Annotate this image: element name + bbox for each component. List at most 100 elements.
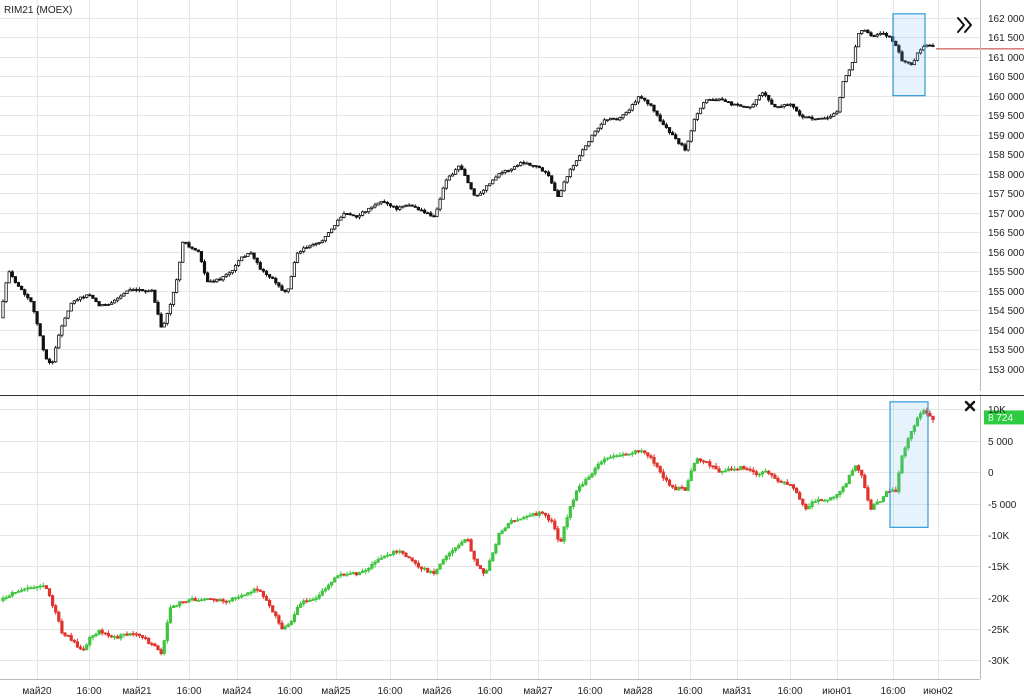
candle-body [457, 544, 461, 549]
candle-body [760, 471, 765, 475]
candle-body [624, 112, 628, 116]
candle-body [113, 636, 117, 638]
candle-body [494, 176, 498, 181]
highlight-box[interactable] [892, 13, 926, 97]
y-tick-label: 5 000 [988, 437, 1013, 448]
double-chevron-right-icon[interactable] [955, 14, 977, 36]
candle-body [311, 244, 315, 247]
x-tick-label: май31 [722, 686, 752, 697]
candle-body [174, 279, 179, 293]
candle-body [388, 554, 393, 556]
highlight-box[interactable] [889, 401, 929, 528]
candle-body [785, 481, 789, 485]
candle-body [432, 215, 436, 218]
candle-body [869, 32, 873, 36]
candle-body [280, 285, 284, 291]
candle-body [261, 268, 266, 272]
candle-body [875, 501, 879, 505]
candle-body [388, 203, 393, 207]
candle-body [78, 646, 83, 650]
candle-body [826, 499, 830, 502]
candle-body [475, 194, 479, 197]
candle-body [267, 274, 272, 278]
candle-body [643, 97, 647, 101]
candle-body [599, 123, 603, 129]
candle-body [140, 635, 145, 638]
candle-body [857, 465, 861, 471]
candle-body [757, 473, 762, 476]
candle-body [94, 633, 98, 637]
candle-body [41, 335, 45, 351]
candle-body [385, 554, 390, 557]
candle-body [218, 278, 222, 281]
candle-body [646, 452, 650, 457]
candle-body [915, 417, 920, 427]
candle-body [320, 240, 324, 243]
candle-body [795, 487, 799, 494]
candle-body [336, 575, 340, 579]
candle-body [215, 599, 219, 602]
candle-body [779, 480, 783, 483]
candle-body [894, 40, 898, 47]
candle-body [550, 519, 554, 522]
y-tick-label: 0 [988, 468, 994, 479]
x-tick-label: 16:00 [377, 686, 402, 697]
candle-body [137, 289, 141, 291]
candle-body [912, 60, 917, 66]
candle-body [884, 32, 889, 37]
indicator-pane[interactable]: 8 724 [1, 401, 1024, 656]
candle-body [739, 104, 743, 107]
candle-body [274, 278, 278, 284]
candle-body [674, 134, 678, 140]
candle-body [283, 626, 287, 630]
candle-body [571, 499, 576, 507]
candle-body [683, 144, 687, 151]
candle-body [422, 209, 427, 214]
candle-body [447, 552, 452, 557]
candle-body [283, 289, 287, 292]
candle-body [236, 596, 241, 599]
candle-body [609, 117, 613, 121]
candle-body [202, 598, 207, 601]
candle-body [661, 471, 665, 479]
x-tick-label: май24 [222, 686, 252, 697]
candle-body [13, 276, 17, 283]
candle-body [227, 272, 231, 276]
candle-body [184, 601, 188, 604]
candle-body [587, 476, 591, 480]
x-tick-label: май21 [122, 686, 152, 697]
candle-body [94, 297, 98, 302]
instrument-label: RIM21 (MOEX) [4, 5, 72, 16]
candle-body [643, 450, 647, 454]
candle-body [630, 104, 634, 111]
candle-body [178, 601, 182, 607]
candle-body [41, 585, 45, 588]
candle-body [640, 450, 644, 453]
candle-body [829, 115, 833, 119]
candle-body [401, 550, 405, 554]
candle-body [829, 497, 833, 501]
candle-body [816, 499, 820, 502]
candle-body [221, 599, 225, 602]
candle-body [816, 117, 820, 120]
candle-body [75, 641, 79, 648]
candle-body [884, 491, 889, 498]
candle-body [116, 297, 120, 301]
candle-body [298, 250, 303, 254]
price-pane[interactable] [1, 13, 1024, 365]
candle-body [134, 633, 138, 636]
candle-body [181, 241, 185, 263]
candle-body [32, 587, 36, 590]
candle-body [407, 556, 411, 559]
candle-body [292, 262, 297, 277]
candle-body [506, 170, 510, 172]
candle-body [376, 202, 380, 206]
candle-body [928, 44, 932, 47]
x-tick-label: 16:00 [76, 686, 101, 697]
close-x-icon[interactable] [962, 398, 978, 414]
candle-body [872, 35, 876, 37]
candle-body [60, 325, 64, 336]
candle-body [711, 99, 715, 101]
candle-body [419, 566, 424, 570]
